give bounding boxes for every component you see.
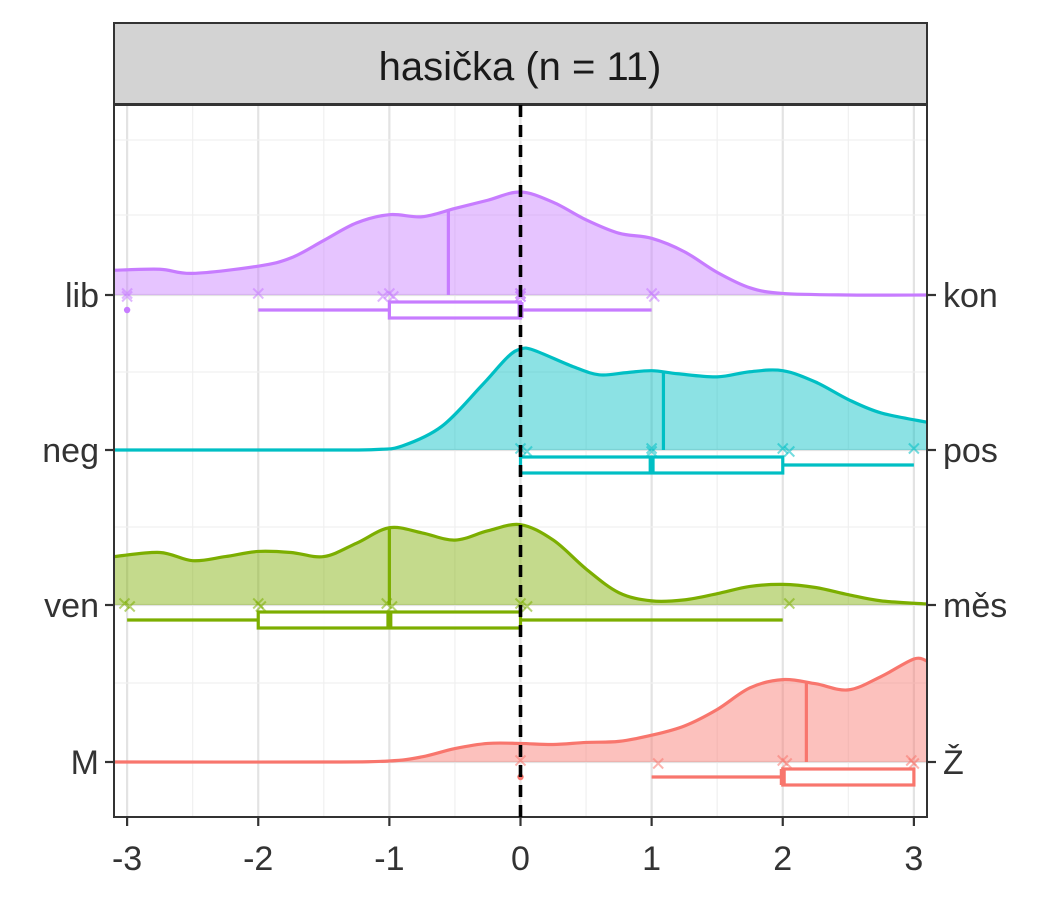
x-tick-label: 2 [773, 840, 792, 878]
data-point-lib [377, 290, 389, 303]
data-point-M [652, 757, 664, 770]
box-lib [387, 300, 523, 320]
data-point-ven [386, 600, 398, 613]
data-point-neg [777, 442, 789, 455]
data-point-ven [255, 600, 267, 613]
data-point-neg [645, 445, 658, 458]
data-point-neg [645, 442, 658, 455]
facet-strip [113, 22, 928, 105]
data-point-ven [783, 597, 796, 610]
density-line-lib [113, 190, 928, 297]
y-label-left-lib: lib [65, 277, 99, 315]
density-area-ven [114, 524, 927, 605]
data-point-M [908, 757, 920, 770]
data-point-lib [252, 287, 264, 300]
data-point-M [780, 757, 793, 770]
density-area-M [114, 658, 927, 763]
x-tick-label: 3 [904, 840, 923, 878]
data-point-lib [387, 290, 400, 303]
series-ven [113, 522, 928, 630]
density-area-lib [114, 191, 927, 296]
x-tick-label: 0 [511, 840, 530, 878]
facet-title: hasička (n = 11) [379, 45, 662, 89]
data-point-ven [118, 597, 131, 610]
y-label-left-ven: ven [44, 587, 99, 625]
data-point-lib [648, 290, 660, 303]
y-label-left-neg: neg [42, 432, 99, 470]
density-line-neg [113, 346, 928, 452]
y-label-right-pos: pos [943, 432, 998, 470]
outlier-lib [123, 306, 131, 314]
x-tick-label: -3 [112, 840, 142, 878]
data-point-ven [514, 597, 527, 610]
data-point-neg [521, 445, 533, 458]
series-neg [113, 346, 928, 475]
data-point-M [514, 754, 527, 767]
data-point-lib [121, 287, 133, 300]
y-label-right-měs: měs [943, 587, 1007, 625]
density-area-neg [114, 348, 927, 451]
series-M [113, 656, 928, 787]
y-label-right-kon: kon [943, 277, 998, 315]
x-tick-label: -2 [243, 840, 273, 878]
x-tick-label: -1 [374, 840, 404, 878]
y-label-right-Ž: Ž [943, 744, 964, 782]
density-line-ven [113, 522, 928, 606]
x-tick-label: 1 [642, 840, 661, 878]
data-point-neg [908, 442, 920, 455]
data-point-ven [124, 600, 136, 613]
y-label-left-M: M [71, 744, 99, 782]
data-point-ven [521, 600, 533, 613]
data-point-neg [783, 445, 796, 458]
data-point-lib [121, 290, 133, 303]
box-M [781, 767, 916, 787]
density-line-M [113, 656, 928, 764]
data-point-ven [381, 597, 393, 610]
